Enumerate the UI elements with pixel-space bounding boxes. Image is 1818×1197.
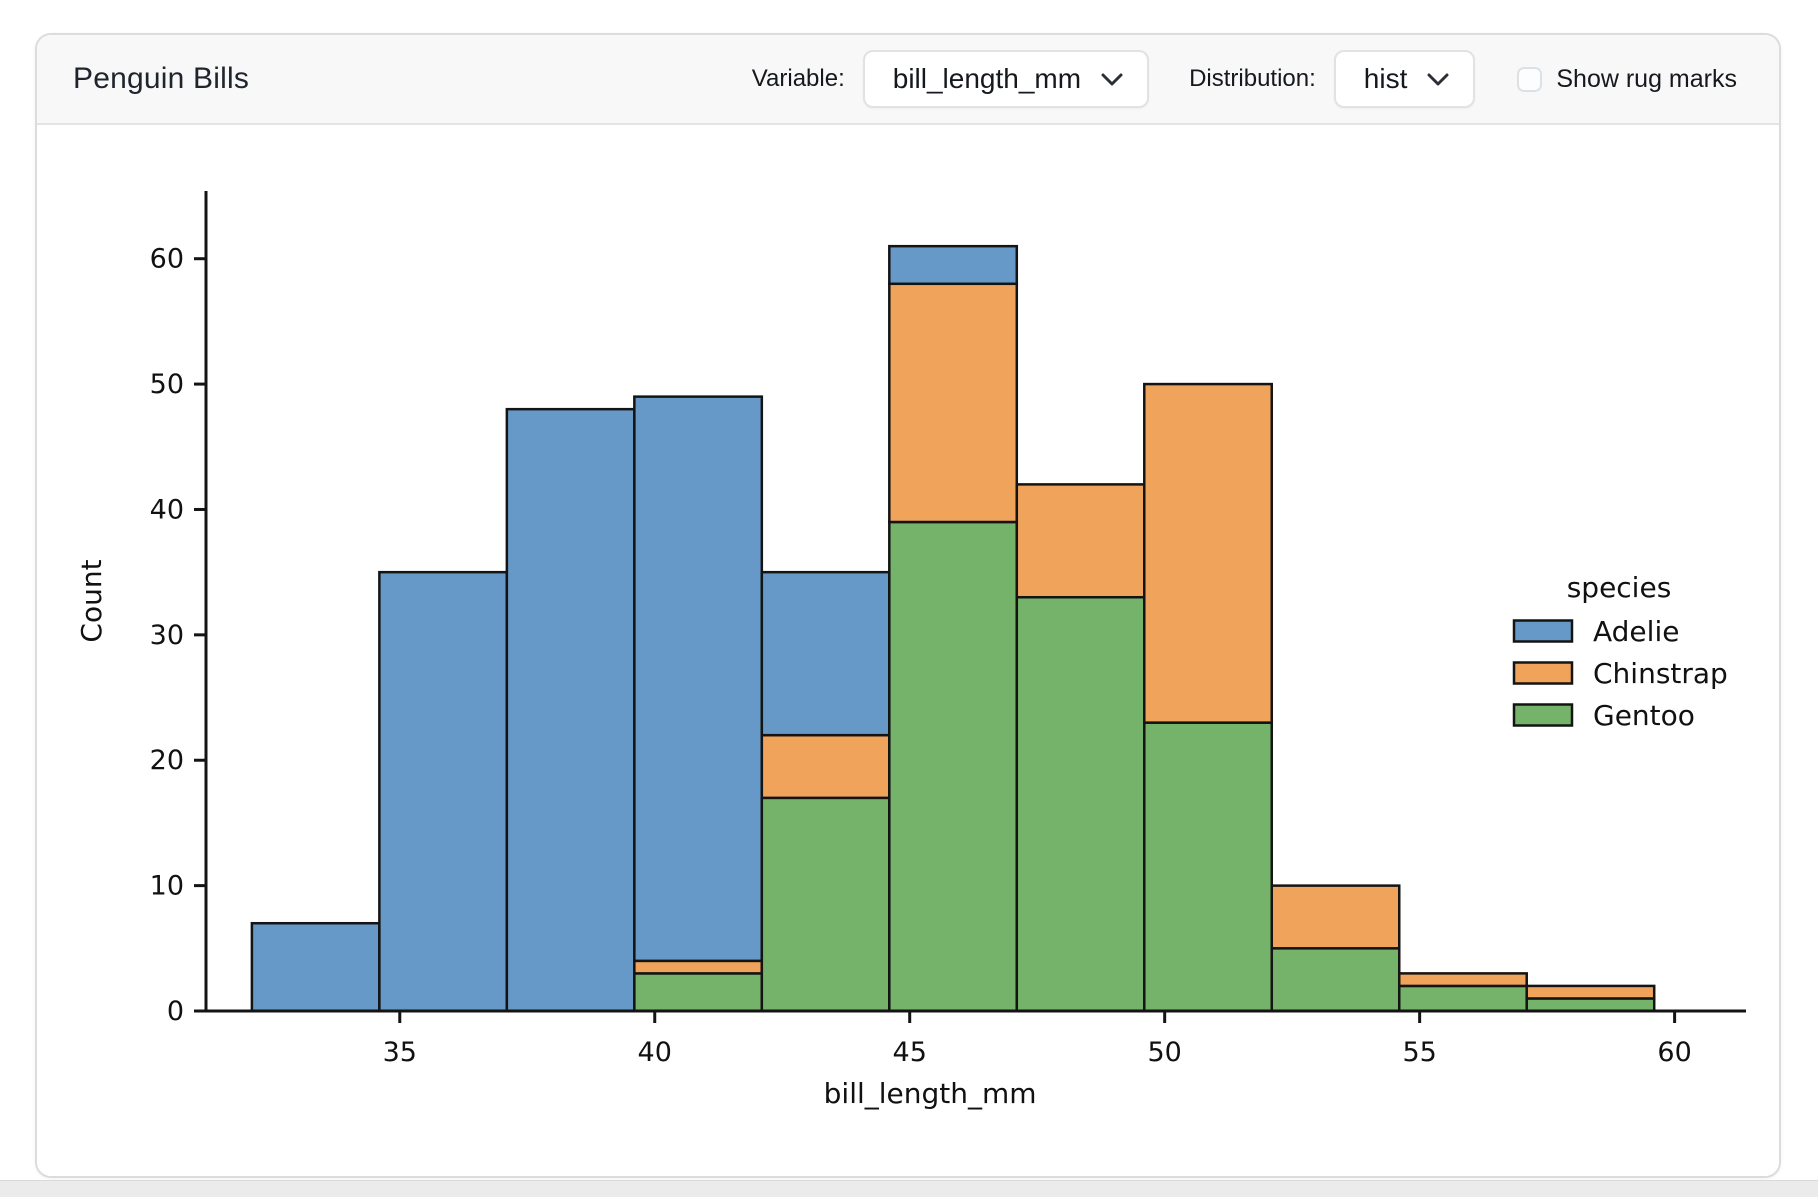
histogram-bar-segment-chinstrap — [888, 282, 1019, 524]
histogram-bar-segment-gentoo — [760, 796, 891, 1013]
histogram-bar-segment-adelie — [378, 570, 509, 1013]
legend-label-gentoo: Gentoo — [1593, 699, 1695, 732]
y-tick-label: 20 — [150, 745, 184, 776]
app-card: Penguin Bills Variable: bill_length_mm D… — [35, 33, 1781, 1178]
card-header: Penguin Bills Variable: bill_length_mm D… — [37, 35, 1779, 125]
variable-select-value: bill_length_mm — [892, 63, 1082, 94]
y-tick-label: 40 — [150, 494, 184, 525]
histogram-bar-segment-adelie — [888, 244, 1019, 286]
histogram-bar-segment-gentoo — [633, 972, 764, 1013]
histogram-bar-segment-chinstrap — [760, 733, 891, 800]
variable-select[interactable]: bill_length_mm — [862, 50, 1150, 108]
histogram-bar-segment-chinstrap — [1397, 972, 1528, 988]
histogram-bar-segment-chinstrap — [633, 959, 764, 975]
show-rug-marks-checkbox[interactable] — [1517, 66, 1543, 92]
y-axis-label: Count — [75, 559, 108, 642]
distribution-select[interactable]: hist — [1333, 50, 1476, 108]
x-tick-label: 60 — [1657, 1037, 1691, 1068]
header-controls: Variable: bill_length_mm Distribution: h… — [752, 50, 1737, 108]
histogram-bar-segment-gentoo — [1397, 984, 1528, 1013]
y-tick-label: 0 — [167, 996, 184, 1027]
histogram-bar-segment-chinstrap — [1525, 984, 1656, 1000]
y-tick-label: 30 — [150, 620, 184, 651]
histogram-bar-segment-gentoo — [1270, 947, 1401, 1013]
y-tick-label: 60 — [150, 244, 184, 275]
chevron-down-icon — [1101, 73, 1123, 85]
x-tick-label: 55 — [1402, 1037, 1436, 1068]
legend-label-adelie: Adelie — [1593, 615, 1679, 648]
distribution-label: Distribution: — [1189, 65, 1316, 92]
histogram-bar-segment-adelie — [760, 570, 891, 737]
histogram-bar-segment-gentoo — [1525, 997, 1656, 1013]
histogram-bar-segment-gentoo — [1015, 595, 1146, 1013]
y-tick-label: 50 — [150, 369, 184, 400]
histogram-bar-segment-gentoo — [1143, 721, 1274, 1013]
x-tick-label: 50 — [1147, 1037, 1181, 1068]
histogram-bar-segment-chinstrap — [1015, 483, 1146, 599]
card-body: 35 40 45 50 55 60 0 10 20 30 40 50 60 bill_length_mm C… — [37, 125, 1779, 1176]
chevron-down-icon — [1427, 73, 1449, 85]
histogram-plot: 35 40 45 50 55 60 0 10 20 30 40 50 60 bill_length_mm C… — [75, 191, 1746, 1110]
page-footer — [0, 1180, 1818, 1197]
histogram-bar-segment-chinstrap — [1143, 382, 1274, 724]
show-rug-marks-label[interactable]: Show rug marks — [1556, 64, 1737, 93]
x-axis-label: bill_length_mm — [824, 1077, 1037, 1110]
variable-label: Variable: — [751, 65, 845, 92]
show-rug-marks-control: Show rug marks — [1517, 65, 1737, 94]
legend-label-chinstrap: Chinstrap — [1593, 657, 1728, 690]
x-tick-label: 45 — [893, 1037, 927, 1068]
histogram-bar-segment-gentoo — [888, 520, 1019, 1013]
histogram-bar-segment-adelie — [505, 407, 636, 1013]
legend-swatch-adelie — [1512, 619, 1574, 643]
distribution-select-value: hist — [1363, 63, 1408, 94]
histogram-bar-segment-adelie — [250, 921, 381, 1013]
x-tick-label: 40 — [638, 1037, 672, 1068]
legend-swatch-chinstrap — [1512, 661, 1574, 685]
y-tick-label: 10 — [150, 871, 184, 902]
histogram-bar-segment-chinstrap — [1270, 884, 1401, 950]
legend-title: species — [1567, 571, 1672, 604]
page-title: Penguin Bills — [73, 62, 250, 95]
x-tick-label: 35 — [383, 1037, 417, 1068]
legend-swatch-gentoo — [1512, 703, 1574, 727]
histogram-bar-segment-adelie — [633, 395, 764, 963]
